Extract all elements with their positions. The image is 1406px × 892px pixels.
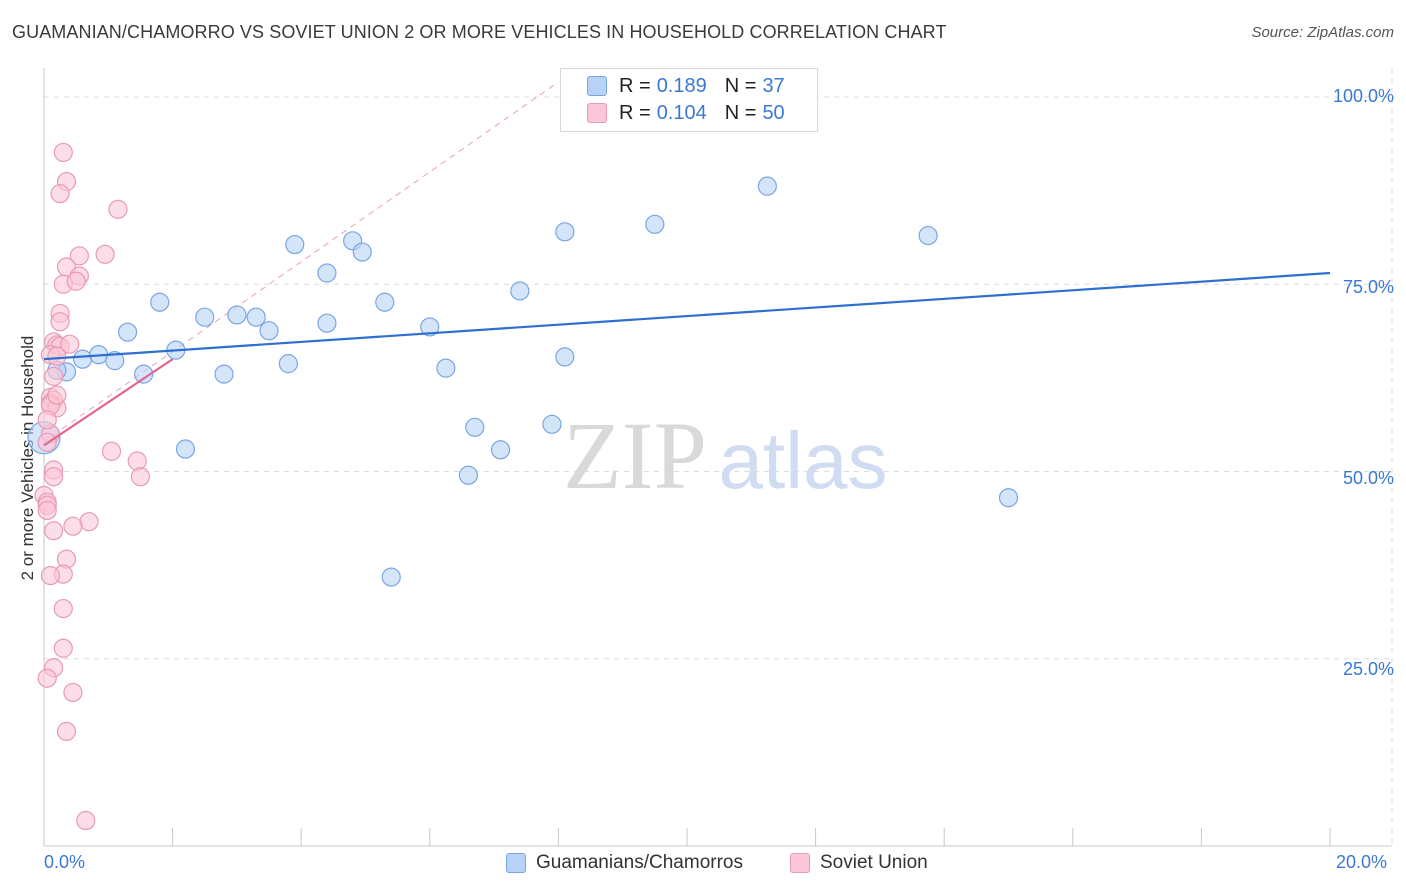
- guamanians-point: [542, 414, 562, 434]
- guamanians-point: [381, 567, 401, 587]
- guamanians-point: [352, 242, 372, 262]
- legend-r-label: R =: [619, 74, 651, 97]
- guamanians-point: [465, 417, 485, 437]
- guamanians-point: [375, 292, 395, 312]
- guamanians-point: [246, 307, 266, 327]
- soviet-union-point: [44, 521, 64, 541]
- series-soviet-union-points: [34, 142, 151, 831]
- guamanians-point: [490, 440, 511, 460]
- correlation-legend: R = 0.189 N = 37 R = 0.104 N = 50: [560, 68, 818, 132]
- soviet-union-point: [108, 199, 128, 219]
- axes: [43, 68, 1392, 847]
- guamanians-point: [150, 292, 170, 312]
- guamanians-point: [458, 465, 478, 485]
- guamanians-point: [195, 307, 215, 327]
- trend-lines: [43, 271, 1331, 447]
- soviet-union-trend-line: [43, 358, 174, 447]
- guamanians-point: [259, 321, 279, 341]
- soviet-union-point: [95, 244, 115, 264]
- guamanians-point: [175, 439, 196, 459]
- bottom-legend-swatch-guamanians: [506, 853, 526, 873]
- x-tick-label-min: 0.0%: [44, 852, 86, 872]
- guamanians-point: [555, 222, 575, 242]
- legend-swatch-soviet-union: [587, 103, 607, 123]
- soviet-union-point: [37, 668, 57, 688]
- watermark: ZIP atlas: [563, 402, 887, 509]
- guamanians-point: [117, 322, 138, 342]
- soviet-union-point: [37, 410, 57, 430]
- watermark-zip: ZIP: [563, 402, 707, 509]
- legend-r-value-guamanians: 0.189: [656, 74, 707, 97]
- guamanians-point: [998, 488, 1019, 508]
- guamanians-point: [510, 281, 530, 301]
- guamanians-point: [317, 263, 337, 283]
- source-note: Source: ZipAtlas.com: [1251, 24, 1394, 41]
- soviet-union-point: [53, 638, 73, 658]
- y-tick-label-75: 75.0%: [1342, 277, 1394, 297]
- soviet-union-point: [40, 566, 61, 586]
- legend-n-label: N =: [724, 74, 757, 97]
- soviet-union-point: [66, 271, 86, 291]
- soviet-union-point: [63, 682, 83, 703]
- legend-n-value-soviet-union: 50: [762, 101, 785, 124]
- y-tick-label-25: 25.0%: [1342, 659, 1394, 679]
- soviet-union-point: [50, 312, 70, 332]
- legend-swatch-guamanians: [587, 76, 607, 96]
- guamanians-point: [645, 214, 665, 234]
- soviet-union-point: [47, 385, 67, 405]
- bottom-legend-soviet-union: Soviet Union: [790, 852, 928, 874]
- reference-line: [43, 81, 559, 442]
- soviet-union-point: [53, 598, 73, 619]
- soviet-union-point: [56, 721, 77, 742]
- soviet-union-point: [76, 810, 96, 831]
- legend-row-soviet-union: R = 0.104 N = 50: [587, 100, 785, 126]
- guamanians-trend-line: [43, 271, 1331, 361]
- y-tick-label-50: 50.0%: [1342, 468, 1394, 488]
- guamanians-point: [134, 364, 154, 384]
- soviet-union-point: [79, 512, 99, 532]
- soviet-union-point: [50, 184, 70, 204]
- series-guamanians-points: [27, 176, 1019, 587]
- soviet-union-point: [127, 451, 147, 471]
- watermark-atlas: atlas: [719, 416, 888, 505]
- legend-n-value-guamanians: 37: [762, 74, 785, 97]
- bottom-legend-swatch-soviet-union: [790, 853, 810, 873]
- soviet-union-point: [53, 142, 73, 163]
- reference-diagonal: [43, 81, 559, 442]
- soviet-union-point: [130, 467, 151, 487]
- legend-row-guamanians: R = 0.189 N = 37: [587, 73, 785, 99]
- bottom-legend-label-guamanians: Guamanians/Chamorros: [536, 852, 743, 873]
- guamanians-point: [105, 351, 125, 371]
- soviet-union-point: [60, 334, 80, 354]
- guamanians-point: [918, 225, 938, 246]
- bottom-legend-guamanians: Guamanians/Chamorros: [506, 852, 743, 874]
- bottom-legend-label-soviet-union: Soviet Union: [820, 852, 928, 873]
- soviet-union-point: [69, 246, 89, 266]
- soviet-union-point: [47, 346, 67, 366]
- soviet-union-point: [37, 500, 57, 521]
- legend-n-label: N =: [724, 101, 757, 124]
- legend-r-value-soviet-union: 0.104: [656, 101, 707, 124]
- soviet-union-point: [63, 516, 83, 536]
- x-tick-label-max: 20.0%: [1336, 852, 1388, 872]
- guamanians-point: [278, 354, 298, 374]
- chart-title: GUAMANIAN/CHAMORRO VS SOVIET UNION 2 OR …: [12, 22, 947, 42]
- legend-r-label: R =: [619, 101, 651, 124]
- soviet-union-point: [101, 441, 122, 461]
- guamanians-point: [436, 358, 456, 378]
- soviet-union-point: [44, 467, 64, 487]
- guamanians-point: [214, 364, 234, 384]
- y-tick-label-100: 100.0%: [1332, 86, 1394, 106]
- guamanians-point: [757, 176, 777, 196]
- guamanians-point: [317, 313, 337, 333]
- guamanians-point: [227, 305, 247, 325]
- guamanians-point: [555, 347, 575, 367]
- guamanians-point: [420, 317, 440, 337]
- guamanians-point: [72, 349, 93, 369]
- soviet-union-point: [44, 366, 64, 386]
- guamanians-point: [285, 234, 305, 255]
